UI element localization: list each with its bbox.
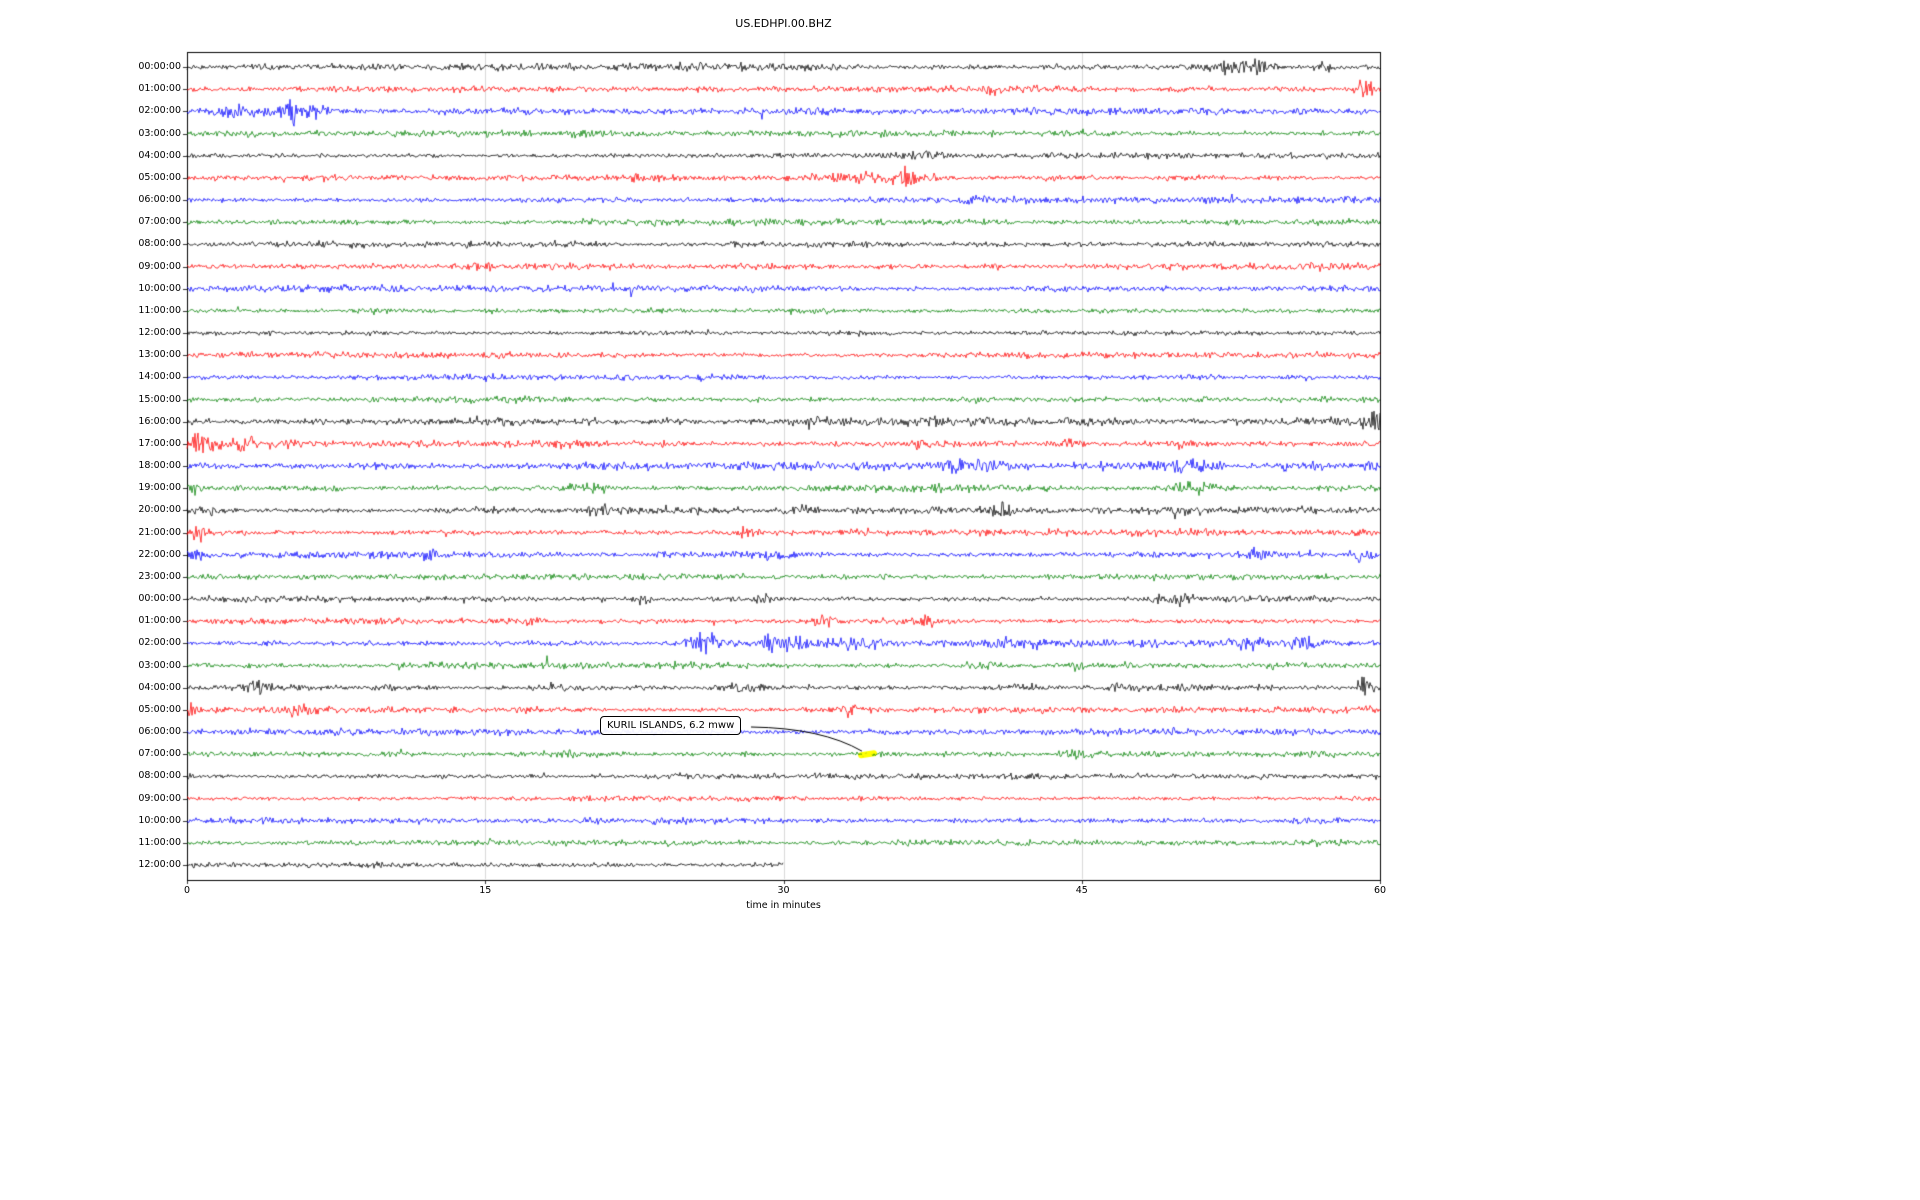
- x-tick-label: 0: [183, 885, 191, 896]
- trace-time-label: 13:00:00: [138, 349, 181, 361]
- trace-time-label: 14:00:00: [138, 371, 181, 383]
- trace-time-label: 02:00:00: [138, 637, 181, 649]
- trace-time-label: 10:00:00: [138, 282, 181, 294]
- x-tick-label: 45: [1075, 885, 1088, 896]
- trace-time-label: 15:00:00: [138, 393, 181, 405]
- trace-time-label: 16:00:00: [138, 415, 181, 427]
- trace-time-label: 12:00:00: [138, 859, 181, 870]
- trace-time-label: 05:00:00: [138, 703, 181, 715]
- trace-time-label: 00:00:00: [138, 61, 181, 72]
- x-tick-label: 60: [1373, 885, 1387, 896]
- trace-time-label: 09:00:00: [138, 792, 181, 804]
- trace-time-label: 11:00:00: [138, 836, 181, 848]
- chart-title: US.EDHPI.00.BHZ: [735, 17, 832, 30]
- trace-time-label: 01:00:00: [138, 615, 181, 627]
- trace-time-label: 10:00:00: [138, 814, 181, 826]
- trace-time-label: 06:00:00: [138, 726, 181, 737]
- trace-time-label: 02:00:00: [138, 105, 181, 117]
- trace-time-label: 09:00:00: [138, 260, 181, 272]
- trace-time-label: 22:00:00: [138, 548, 181, 560]
- trace-time-label: 19:00:00: [138, 482, 181, 494]
- trace-time-label: 06:00:00: [138, 194, 181, 205]
- trace-time-label: 07:00:00: [138, 216, 181, 228]
- event-annotation: KURIL ISLANDS, 6.2 mww: [600, 716, 742, 735]
- trace-time-label: 05:00:00: [138, 171, 181, 183]
- x-tick-label: 15: [479, 885, 492, 896]
- trace-time-label: 00:00:00: [138, 593, 181, 604]
- trace-time-label: 04:00:00: [138, 149, 181, 161]
- trace-time-label: 12:00:00: [138, 327, 181, 338]
- trace-time-label: 01:00:00: [138, 83, 181, 95]
- trace-time-label: 21:00:00: [138, 526, 181, 538]
- trace-time-label: 11:00:00: [138, 304, 181, 316]
- trace-time-label: 03:00:00: [138, 127, 181, 139]
- trace-time-label: 17:00:00: [138, 437, 181, 449]
- x-axis-label: time in minutes: [746, 900, 821, 911]
- trace-time-label: 04:00:00: [138, 681, 181, 693]
- trace-time-label: 08:00:00: [138, 238, 181, 250]
- trace-time-label: 20:00:00: [138, 504, 181, 516]
- trace-time-label: 18:00:00: [138, 460, 181, 471]
- trace-time-label: 03:00:00: [138, 659, 181, 671]
- trace-time-label: 07:00:00: [138, 748, 181, 760]
- x-tick-label: 30: [777, 885, 790, 896]
- trace-time-label: 08:00:00: [138, 770, 181, 782]
- trace-time-label: 23:00:00: [138, 570, 181, 582]
